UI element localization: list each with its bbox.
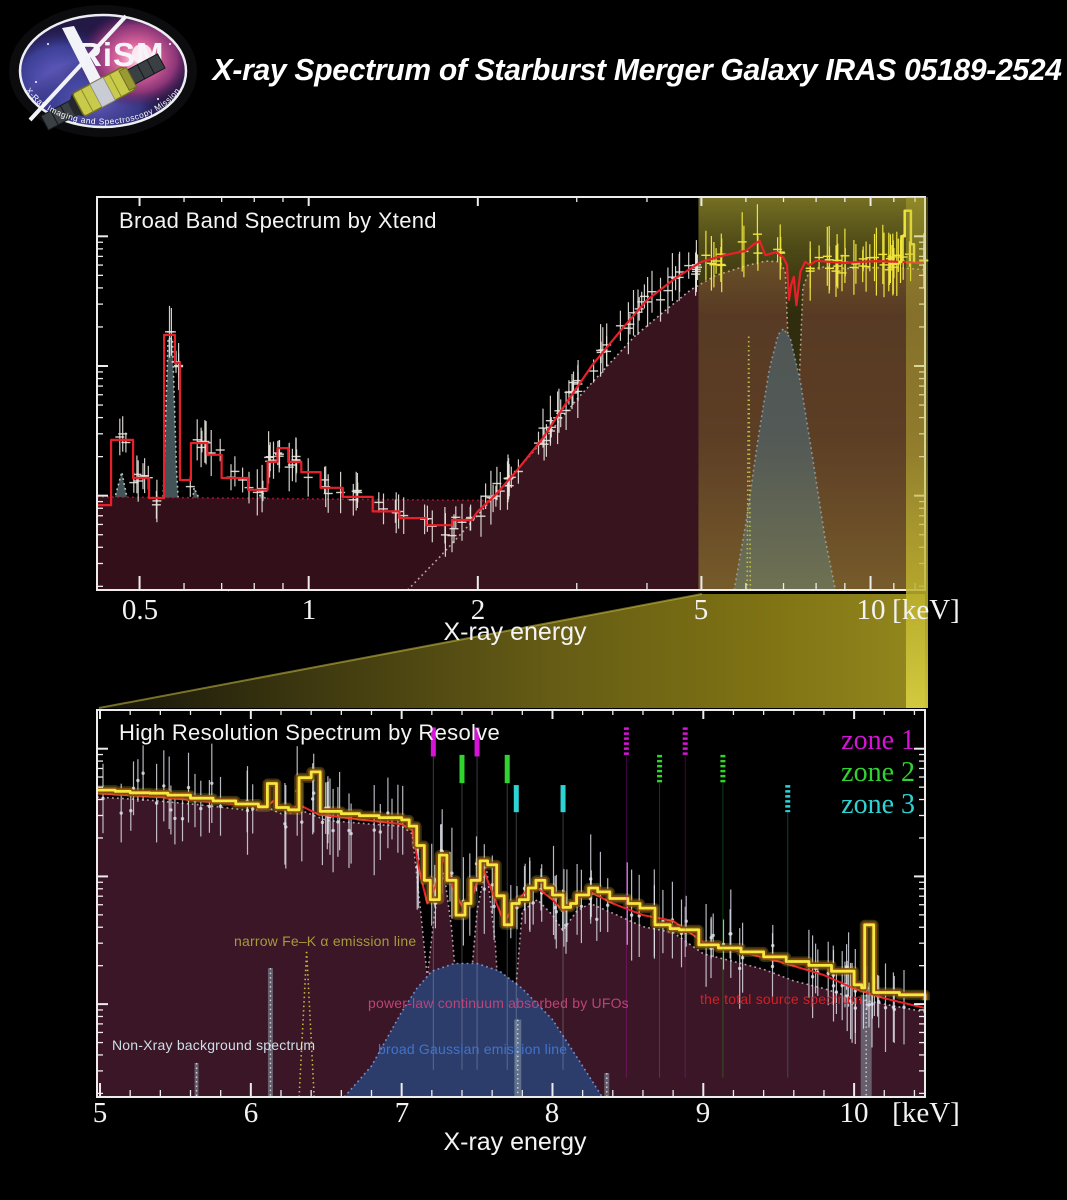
x-tick-label: 5: [693, 594, 709, 626]
zoom-wedge: [98, 593, 925, 709]
x-tick-label: 10: [856, 594, 886, 626]
nxb-bar: [860, 994, 872, 1097]
legend-zone-2: zone 2: [841, 757, 915, 788]
annotation-nxb: Non-Xray background spectrum: [112, 1037, 316, 1053]
page-title: X-ray Spectrum of Starburst Merger Galax…: [212, 52, 1062, 87]
x-tick-label: 9: [695, 1097, 711, 1129]
annotation-total-source: the total source spectrum: [700, 991, 863, 1007]
annotation-narrow-feka: narrow Fe–K α emission line: [234, 933, 417, 949]
x-tick-label: 7: [394, 1097, 410, 1129]
top-panel-title: Broad Band Spectrum by Xtend: [119, 208, 437, 233]
nxb-bar: [604, 1073, 610, 1097]
x-tick-label: 1: [301, 594, 317, 626]
x-tick-label: 8: [544, 1097, 560, 1129]
nxb-bar: [514, 1019, 522, 1097]
bottom-panel-title: High Resolution Spectrum by Resolve: [119, 720, 501, 745]
annotation-broad-gaussian: broad Gaussian emission line: [378, 1041, 568, 1057]
x-axis-unit-label: [keV]: [892, 594, 960, 626]
nxb-bar: [194, 1062, 199, 1097]
x-tick-label: 6: [243, 1097, 259, 1129]
series-absorbed-power-law-continuum: [97, 797, 925, 1097]
legend-zone-3: zone 3: [841, 789, 915, 820]
series-total-model: [97, 239, 926, 527]
top-xaxis-title: X-ray energy: [443, 618, 587, 646]
bottom-xaxis-title: X-ray energy: [443, 1128, 587, 1156]
logo-satellite: [40, 53, 166, 131]
series-broad-gaussian-emission-line: [344, 963, 603, 1097]
x-tick-label: 2: [470, 594, 486, 626]
highlight-band-right-strip: [906, 197, 928, 708]
series-narrow-Fe-K-line-model: [298, 951, 308, 1098]
xrism-logo: RiSM X-Ray Imaging and Spectroscopy Miss…: [9, 5, 197, 137]
resolve-panel-border: [96, 709, 926, 1098]
legend-zone-1: zone 1: [841, 725, 915, 756]
x-tick-label: 5: [92, 1097, 108, 1129]
highlight-band: [698, 197, 925, 590]
annotation-ufo-absorption: power-law continuum absorbed by UFOs: [368, 995, 629, 1011]
series-observed-spectrum: [97, 770, 927, 1001]
x-axis-unit-label: [keV]: [892, 1097, 960, 1129]
x-tick-label: 0.5: [121, 594, 159, 626]
x-tick-label: 10: [839, 1097, 869, 1129]
